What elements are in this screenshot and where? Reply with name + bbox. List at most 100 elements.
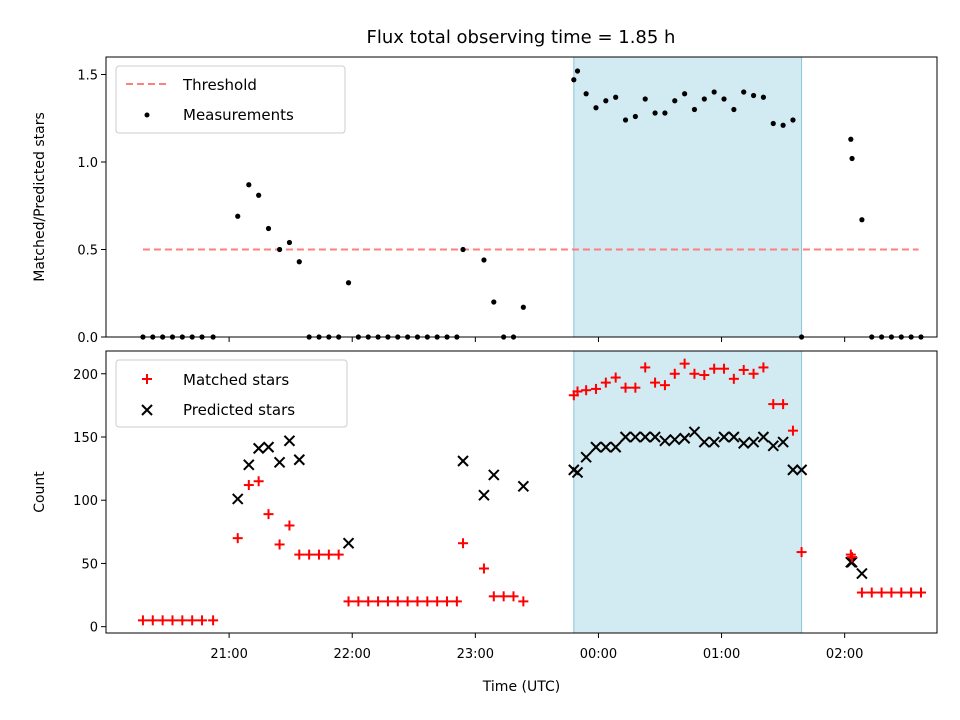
matched-star-point: [847, 552, 858, 563]
bottom-legend: Matched stars Predicted stars: [115, 359, 348, 428]
legend-threshold-label: Threshold: [182, 76, 257, 94]
chart-title: Flux total observing time = 1.85 h: [367, 27, 676, 48]
matched-star-point: [442, 596, 453, 607]
matched-star-point: [432, 596, 443, 607]
measurement-point: [491, 299, 497, 305]
predicted-star-point: [738, 437, 750, 450]
predicted-star-point: [728, 431, 740, 443]
matched-star-point: [458, 538, 469, 549]
matched-star-point: [659, 380, 670, 391]
matched-star-point: [343, 596, 354, 607]
matched-star-point: [748, 368, 759, 379]
top-legend: Threshold Measurements: [115, 65, 346, 134]
x-tick-label: 21:00: [210, 647, 247, 662]
y-tick-label: 100: [73, 494, 98, 509]
measurement-point: [750, 92, 757, 99]
matched-star-point: [208, 615, 219, 626]
matched-star-point: [787, 425, 798, 436]
measurement-point: [662, 110, 668, 116]
matched-star-point: [518, 596, 529, 607]
matched-star-point: [590, 383, 601, 394]
matched-star-point: [738, 364, 749, 375]
predicted-star-point: [342, 537, 355, 549]
predicted-star-point: [590, 441, 602, 453]
matched-star-point: [669, 368, 680, 379]
matched-star-point: [284, 520, 295, 531]
matched-star-point: [630, 382, 641, 393]
matched-star-point: [478, 563, 489, 574]
matched-star-point: [886, 587, 897, 598]
matched-star-point: [304, 549, 315, 560]
predicted-star-point: [718, 431, 730, 443]
matched-stars-points: [137, 358, 926, 626]
measurement-point: [859, 217, 865, 223]
predicted-star-point: [488, 469, 500, 481]
measurement-point: [613, 94, 619, 100]
matched-star-point: [581, 385, 592, 396]
predicted-star-point: [678, 432, 691, 444]
top-legend-box: [115, 65, 346, 134]
y-tick-label: 150: [73, 431, 98, 446]
matched-star-point: [620, 382, 631, 393]
matched-star-point: [600, 377, 611, 388]
measurement-point: [672, 98, 678, 104]
top-x-ticks: [228, 337, 846, 342]
x-tick-label: 02:00: [826, 647, 863, 662]
matched-star-point: [679, 358, 690, 369]
top-panel-frame: [105, 56, 938, 338]
matched-star-point: [488, 591, 499, 602]
predicted-star-point: [659, 435, 671, 447]
matched-star-point: [768, 399, 779, 410]
measurement-point: [622, 117, 629, 123]
x-tick-label: 22:00: [333, 647, 370, 662]
bottom-panel-counts: 0 50 100 150 200 21:00 22:00 23:00 00:00 01:00 02…: [32, 350, 938, 695]
matched-star-point: [167, 615, 178, 626]
y-tick-label: 0.0: [77, 331, 98, 346]
predicted-star-point: [262, 441, 275, 453]
predicted-star-point: [629, 431, 642, 443]
matched-star-point: [498, 591, 509, 602]
bottom-y-ticks: 0 50 100 150 200: [73, 368, 106, 636]
matched-star-point: [796, 547, 807, 558]
measurement-point: [642, 96, 648, 102]
matched-star-point: [363, 596, 374, 607]
matched-star-point: [699, 370, 710, 381]
matched-star-point: [157, 615, 168, 626]
legend-predicted-swatch: [141, 404, 153, 416]
matched-star-point: [866, 587, 877, 598]
matched-star-point: [294, 549, 305, 560]
predicted-star-point: [478, 489, 490, 501]
measurement-point: [345, 280, 352, 286]
predicted-star-point: [283, 435, 296, 447]
bottom-legend-box: [115, 359, 348, 428]
bottom-x-ticks: 21:00 22:00 23:00 00:00 01:00 02:00: [210, 633, 863, 662]
bottom-y-axis-label: Count: [32, 471, 48, 513]
matched-star-point: [137, 615, 148, 626]
matched-star-point: [896, 587, 907, 598]
shaded-region: [573, 350, 803, 634]
predicted-star-point: [649, 431, 661, 443]
bottom-panel-frame: [105, 350, 938, 634]
x-axis-label: Time (UTC): [482, 679, 560, 695]
matched-star-point: [778, 399, 789, 410]
legend-plus-marker: [142, 374, 152, 384]
predicted-star-point: [580, 451, 592, 463]
predicted-star-point: [457, 455, 469, 467]
x-tick-label: 01:00: [703, 647, 740, 662]
legend-predicted-label: Predicted stars: [183, 401, 295, 419]
measurement-point: [246, 182, 252, 188]
predicted-star-point: [600, 441, 612, 453]
measurement-point: [780, 122, 786, 128]
matched-star-point: [422, 596, 433, 607]
y-tick-label: 1.5: [77, 69, 98, 84]
predicted-star-point: [273, 456, 286, 468]
legend-measurements-label: Measurements: [183, 106, 294, 124]
predicted-star-point: [619, 431, 632, 443]
predicted-star-point: [669, 433, 681, 446]
measurement-point: [296, 259, 302, 265]
matched-star-point: [323, 549, 334, 560]
measurement-point: [731, 106, 737, 113]
measurement-point: [770, 120, 776, 127]
matched-star-point: [650, 377, 661, 388]
predicted-star-point: [252, 442, 265, 455]
